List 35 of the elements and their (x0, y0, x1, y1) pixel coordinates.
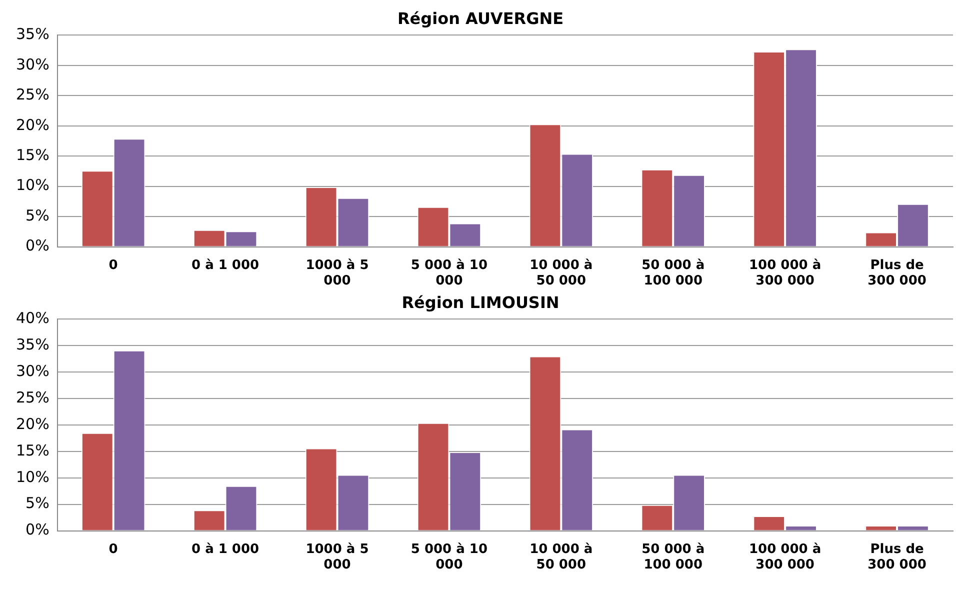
y-tick-label: 40% (16, 309, 50, 328)
x-tick-label: 5 000 à 10 000 (410, 258, 488, 289)
y-tick-label: 10% (16, 176, 50, 194)
chart-title: Région AUVERGNE (397, 8, 564, 28)
x-tick-label: 50 000 à 100 000 (642, 258, 705, 289)
x-tick-label: 0 (108, 258, 118, 273)
x-tick-label: 0 à 1 000 (191, 258, 260, 273)
y-tick-label: 0% (26, 236, 50, 255)
x-tick-label: 10 000 à 50 000 (530, 258, 593, 289)
x-tick-label: 100 000 à 300 000 (749, 542, 822, 573)
y-tick-label: 20% (16, 414, 50, 433)
y-tick-label: 0% (26, 520, 50, 539)
y-tick-label: 35% (16, 336, 50, 354)
y-tick-label: 35% (16, 25, 50, 44)
x-tick-label: 1000 à 5 000 (306, 258, 369, 289)
y-tick-label: 15% (16, 146, 50, 164)
x-tick-label: 0 à 1 000 (191, 542, 260, 557)
x-tick-label: 5 000 à 10 000 (410, 542, 488, 573)
y-tick-label: 25% (16, 388, 50, 406)
x-tick-label: 50 000 à 100 000 (642, 542, 705, 573)
y-tick-label: 25% (16, 86, 50, 104)
x-tick-label: 10 000 à 50 000 (530, 542, 593, 573)
y-tick-label: 30% (16, 362, 50, 380)
y-tick-label: 5% (26, 494, 50, 512)
x-tick-label: 100 000 à 300 000 (749, 258, 822, 289)
y-tick-label: 15% (16, 441, 50, 460)
chart-title: Région LIMOUSIN (402, 292, 560, 312)
y-tick-label: 10% (16, 468, 50, 486)
y-tick-label: 5% (26, 206, 50, 224)
y-tick-label: 20% (16, 116, 50, 134)
x-tick-label: 1000 à 5 000 (306, 542, 369, 573)
y-tick-label: 30% (16, 55, 50, 74)
x-tick-label: Plus de 300 000 (868, 542, 926, 573)
x-tick-label: 0 (108, 542, 118, 557)
x-tick-label: Plus de 300 000 (868, 258, 926, 289)
